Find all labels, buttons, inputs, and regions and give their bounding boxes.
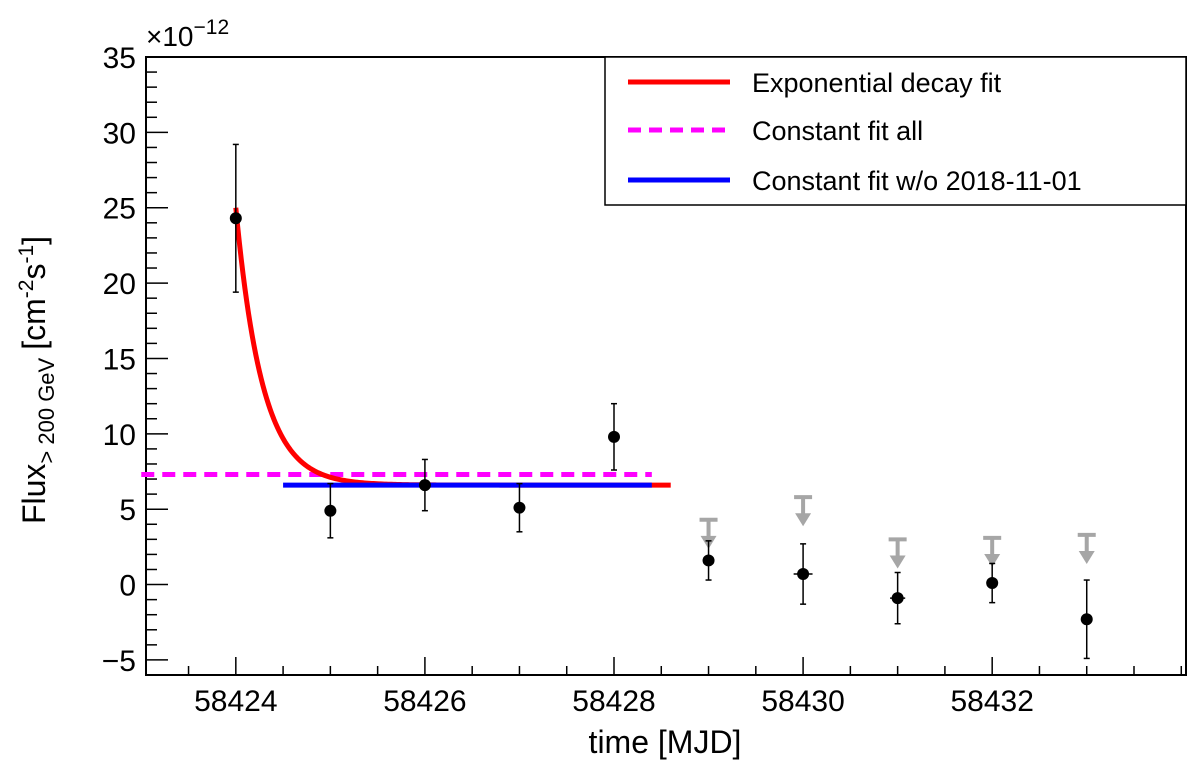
upper-limits [699, 495, 1096, 569]
x-tick-label: 58428 [572, 685, 655, 718]
y-tick-label: 35 [103, 42, 136, 75]
y-tick-label: 30 [103, 117, 136, 150]
legend-label-exponential: Exponential decay fit [752, 68, 1002, 98]
data-point [1080, 579, 1093, 660]
data-point [702, 540, 715, 581]
y-tick-label: 10 [103, 419, 136, 452]
x-tick-label: 58424 [194, 685, 277, 718]
x-axis-title: time [MJD] [589, 724, 742, 760]
x-tick-label: 58426 [383, 685, 466, 718]
upper-limit-arrow [983, 535, 1002, 567]
y-tick-label: 25 [103, 193, 136, 226]
upper-limit-arrow [794, 495, 813, 527]
y-axis-title-units-close: ] [16, 236, 52, 245]
y-multiplier: ×10−12 [146, 16, 229, 52]
x-tick-label: 58430 [761, 685, 844, 718]
data-points [229, 143, 1093, 660]
y-axis-title-units-s: s [16, 264, 52, 280]
y-axis-title-subscript: > 200 GeV [34, 357, 59, 463]
data-point [324, 482, 337, 539]
y-multiplier-base: ×10 [146, 21, 194, 52]
data-point [229, 143, 242, 293]
data-point [513, 482, 526, 533]
y-axis-ticks: −5 0 5 10 15 20 25 30 35 [102, 42, 168, 678]
y-axis-title-main: Flux [16, 464, 52, 524]
fit-lines [141, 207, 671, 488]
upper-limit-arrow [1077, 532, 1096, 564]
x-axis-ticks: 58424 58426 58428 58430 58432 [187, 657, 1183, 718]
y-axis-title-units-exp1: -2 [15, 280, 38, 299]
y-tick-label: 0 [119, 570, 136, 603]
y-axis-title: Flux> 200 GeV [cm-2s-1] [15, 236, 59, 524]
y-tick-label: 15 [103, 343, 136, 376]
data-point [986, 562, 999, 604]
legend-label-constant-all: Constant fit all [752, 116, 923, 146]
x-tick-label: 58432 [950, 685, 1033, 718]
data-point [793, 543, 813, 605]
data-point [418, 458, 431, 512]
y-axis-title-units-exp2: -1 [15, 245, 38, 264]
data-point [890, 571, 906, 625]
y-tick-label: 5 [119, 494, 136, 527]
y-multiplier-exponent: −12 [194, 16, 230, 39]
upper-limit-arrow [888, 537, 907, 569]
y-tick-label: 20 [103, 268, 136, 301]
data-point [608, 402, 620, 471]
exponential-decay-fit-curve [233, 207, 671, 488]
y-tick-label: −5 [102, 645, 136, 678]
legend-label-constant-wo: Constant fit w/o 2018-11-01 [752, 166, 1082, 196]
y-axis-title-units-open: [cm [16, 298, 52, 350]
legend: Exponential decay fit Constant fit all C… [604, 56, 1187, 206]
plot-area [141, 56, 1187, 676]
